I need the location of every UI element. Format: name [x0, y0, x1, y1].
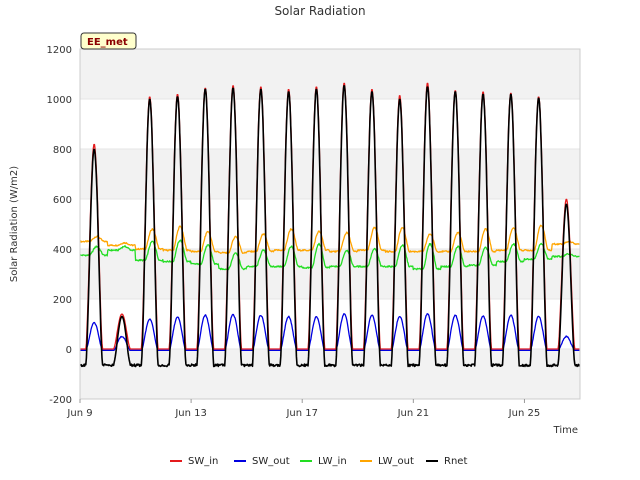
- series-line-sw-out: [79, 313, 580, 351]
- y-axis-ticks: -200 0 200 400 600 800 1000 1200: [47, 45, 72, 406]
- plot-frame: [79, 48, 581, 400]
- x-tick-label: Jun 9: [66, 408, 92, 419]
- x-axis-label: Time: [553, 425, 578, 436]
- y-tick-label: 1200: [47, 45, 72, 56]
- x-axis-ticks: Jun 9 Jun 13 Jun 17 Jun 21 Jun 25: [66, 399, 540, 419]
- plot-background: [80, 49, 580, 399]
- grid-band: [80, 49, 580, 99]
- grid-band: [80, 149, 580, 199]
- series-line-lw-in: [79, 239, 580, 271]
- series-layer: [79, 82, 581, 368]
- y-tick-label: 1000: [47, 95, 72, 106]
- x-tick-label: Jun 21: [397, 408, 430, 419]
- y-tick-label: 200: [53, 295, 72, 306]
- station-badge: EE_met: [80, 32, 137, 50]
- y-tick-label: 400: [53, 245, 72, 256]
- legend-label-lw-in: LW_in: [318, 456, 347, 467]
- legend-label-lw-out: LW_out: [378, 456, 414, 467]
- x-tick-label: Jun 17: [285, 408, 318, 419]
- chart-title: Solar Radiation: [274, 4, 365, 18]
- y-tick-label: 600: [53, 195, 72, 206]
- grid-bands: [80, 49, 580, 399]
- legend-label-rnet: Rnet: [444, 456, 467, 467]
- series-line-lw-out: [79, 224, 580, 255]
- legend-label-sw-out: SW_out: [252, 456, 290, 467]
- grid-band: [80, 349, 580, 399]
- station-badge-box: [80, 32, 137, 50]
- legend-label-sw-in: SW_in: [188, 456, 218, 467]
- x-tick-label: Jun 13: [174, 408, 207, 419]
- legend: SW_in SW_out LW_in LW_out Rnet: [170, 456, 467, 467]
- series-line-sw-in: [79, 82, 580, 350]
- y-tick-label: -200: [49, 395, 72, 406]
- y-axis-label: Solar Radiation (W/m2): [9, 166, 20, 282]
- series-line-rnet: [79, 85, 581, 368]
- y-tick-label: 800: [53, 145, 72, 156]
- station-badge-label: EE_met: [87, 37, 128, 48]
- x-tick-label: Jun 25: [508, 408, 541, 419]
- y-tick-label: 0: [66, 345, 72, 356]
- grid-band: [80, 249, 580, 299]
